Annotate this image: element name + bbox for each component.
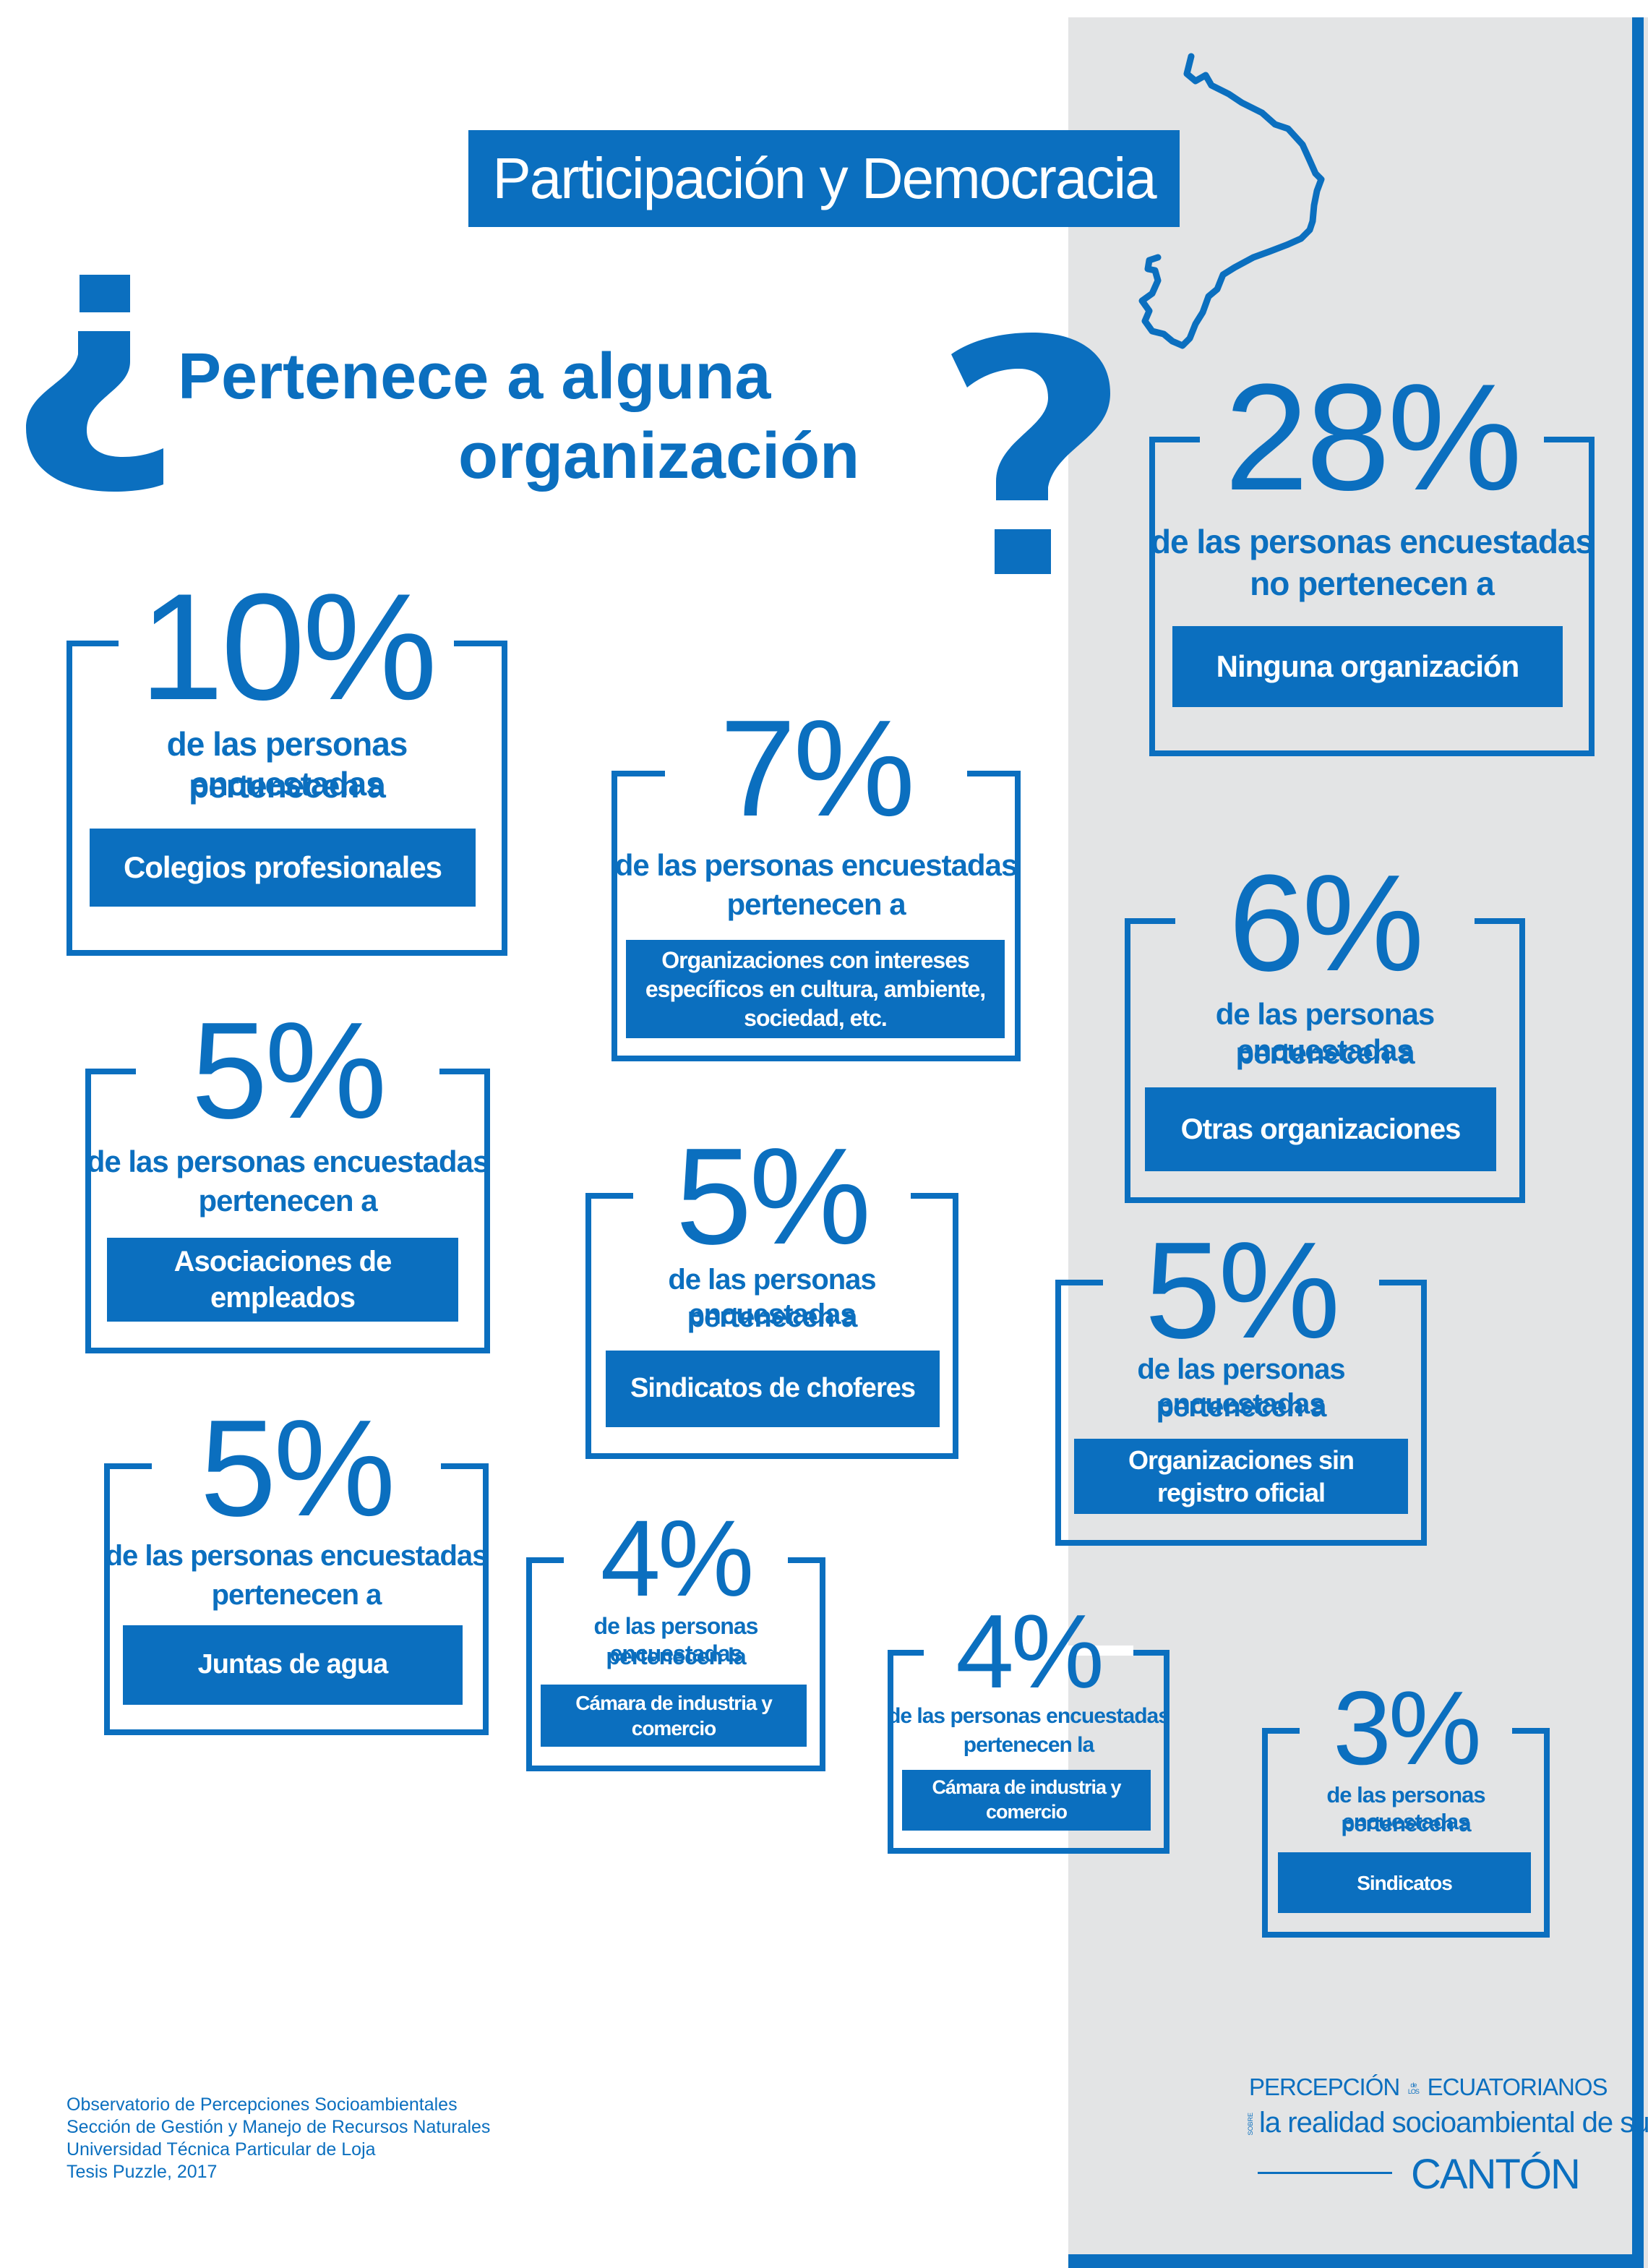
stat-intereses: 7% de las personas encuestadas pertenece… [611, 700, 1021, 1061]
credits: Observatorio de Percepciones Socioambien… [66, 2094, 490, 2183]
stat-asociaciones: 5% de las personas encuestadas pertenece… [85, 1002, 490, 1353]
stat-percent: 5% [1144, 1214, 1341, 1367]
stat-sinregistro: 5% de las personas encuestadas pertenece… [1055, 1222, 1427, 1546]
stat-desc-line1: de las personas encuestadas [1215, 997, 1435, 1068]
stat-choferes: 5% de las personas encuestadas pertenece… [585, 1128, 958, 1459]
stat-label: Organizaciones con intereses específicos… [626, 940, 1005, 1038]
stat-desc-line1: de las personas encuestadas [614, 848, 1018, 882]
stat-desc-line2: pertenecen a [687, 1301, 858, 1333]
stat-label: Cámara de industria y comercio [902, 1770, 1151, 1831]
brand-word-1: PERCEPCIÓN [1249, 2074, 1400, 2100]
stat-juntas: 5% de las personas encuestadas pertenece… [104, 1400, 489, 1735]
stat-desc-line2: pertenecen a [189, 767, 386, 805]
credit-line: Sección de Gestión y Manejo de Recursos … [66, 2117, 491, 2137]
stat-label: Sindicatos [1278, 1852, 1531, 1913]
stat-desc-line2: no pertenecen a [1250, 565, 1495, 602]
right-accent-bar [1632, 17, 1644, 2268]
stat-desc-line2: pertenecen la [963, 1733, 1094, 1757]
stat-desc-line1: de las personas encuestadas [1150, 523, 1594, 560]
stat-desc-line1: de las personas encuestadas [593, 1613, 759, 1667]
brand-small-los: LOS [1407, 2088, 1420, 2096]
stat-percent: 3% [1333, 1669, 1482, 1786]
credit-line: Tesis Puzzle, 2017 [66, 2162, 218, 2182]
brand-line-3: CANTÓN [1411, 2151, 1581, 2198]
credit-line: Observatorio de Percepciones Socioambien… [66, 2094, 458, 2115]
stat-desc-line1: de las personas encuestadas [1137, 1353, 1345, 1420]
stat-percent: 5% [199, 1392, 396, 1545]
stat-desc-line2: pertenecen a [198, 1184, 377, 1218]
credit-line: Universidad Técnica Particular de Loja [66, 2139, 376, 2160]
bottom-accent-bar [1068, 2254, 1644, 2268]
stat-desc-line1: de las personas encuestadas [888, 1704, 1170, 1728]
stat-ninguna: 28% de las personas encuestadas no perte… [1149, 361, 1595, 756]
brand-line-2: la realidad socioambiental de su [1259, 2107, 1648, 2139]
stat-desc-line2: pertenecen a [1156, 1391, 1327, 1423]
stat-percent: 10% [139, 562, 437, 732]
stat-percent: 4% [956, 1593, 1104, 1710]
question-line-1: Pertenece a alguna [178, 341, 771, 413]
stat-colegios: 10% de las personas encuestadas pertenec… [66, 571, 507, 956]
stat-desc-line2: pertenecen a [1341, 1811, 1471, 1836]
brand-line-1: PERCEPCIÓN de LOS ECUATORIANOS [1249, 2074, 1608, 2101]
stat-desc-line1: de las personas encuestadas [166, 725, 408, 803]
inverted-question-mark-icon [26, 275, 163, 492]
stat-percent: 28% [1224, 352, 1522, 522]
stat-desc-line1: de las personas encuestadas [105, 1540, 489, 1572]
stat-sindicatos: 3% de las personas encuestadas pertenece… [1262, 1676, 1550, 1938]
brand-small-sobre: SOBRE [1247, 2113, 1254, 2136]
brand-rule [1258, 2172, 1392, 2174]
brand-small-de: de [1410, 2081, 1417, 2089]
stat-label: Colegios profesionales [90, 829, 476, 907]
stat-percent: 7% [719, 692, 916, 845]
stat-percent: 6% [1228, 847, 1425, 1000]
stat-label: Ninguna organización [1172, 626, 1563, 707]
stat-camara-1: 4% de las personas encuestadas pertenece… [526, 1504, 825, 1771]
stat-label: Cámara de industria y comercio [541, 1685, 807, 1747]
stat-otras: 6% de las personas encuestadas pertenece… [1125, 855, 1525, 1203]
stat-desc-line2: pertenecen la [606, 1643, 746, 1669]
brand-logo: PERCEPCIÓN de LOS ECUATORIANOS SOBRE la … [1243, 2069, 1648, 2199]
stat-desc-line1: de las personas encuestadas [1326, 1782, 1485, 1835]
brand-word-2: ECUATORIANOS [1427, 2074, 1608, 2100]
page-title: Participación y Democracia [468, 130, 1180, 227]
stat-camara-2: 4% de las personas encuestadas pertenece… [888, 1599, 1170, 1854]
stat-desc-line1: de las personas encuestadas [86, 1144, 490, 1178]
stat-label: Asociaciones de empleados [107, 1238, 458, 1322]
stat-label: Organizaciones sin registro oficial [1074, 1439, 1408, 1514]
stat-label: Otras organizaciones [1145, 1087, 1496, 1171]
stat-desc-line1: de las personas encuestadas [668, 1264, 876, 1330]
stat-desc-line2: pertenecen a [211, 1579, 382, 1611]
stat-desc-line2: pertenecen a [1235, 1036, 1415, 1070]
ecuador-map-outline-icon [1138, 53, 1325, 349]
stat-desc-line2: pertenecen a [726, 887, 906, 921]
stat-percent: 5% [191, 994, 387, 1147]
stat-label: Juntas de agua [123, 1625, 463, 1705]
question-mark-icon [951, 333, 1110, 574]
stat-percent: 5% [675, 1120, 872, 1273]
stat-percent: 4% [600, 1497, 755, 1619]
question-line-2: organización [458, 420, 860, 492]
stat-label: Sindicatos de choferes [606, 1351, 940, 1427]
